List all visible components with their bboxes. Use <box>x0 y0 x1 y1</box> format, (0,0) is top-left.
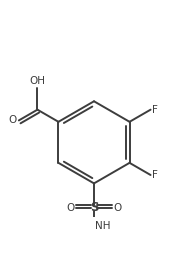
Text: S: S <box>90 201 98 214</box>
Text: F: F <box>152 170 158 180</box>
Text: F: F <box>152 105 158 115</box>
Text: OH: OH <box>30 76 45 86</box>
Text: O: O <box>67 203 75 213</box>
Text: O: O <box>113 203 121 213</box>
Text: O: O <box>8 115 17 125</box>
Text: NH: NH <box>96 221 111 231</box>
